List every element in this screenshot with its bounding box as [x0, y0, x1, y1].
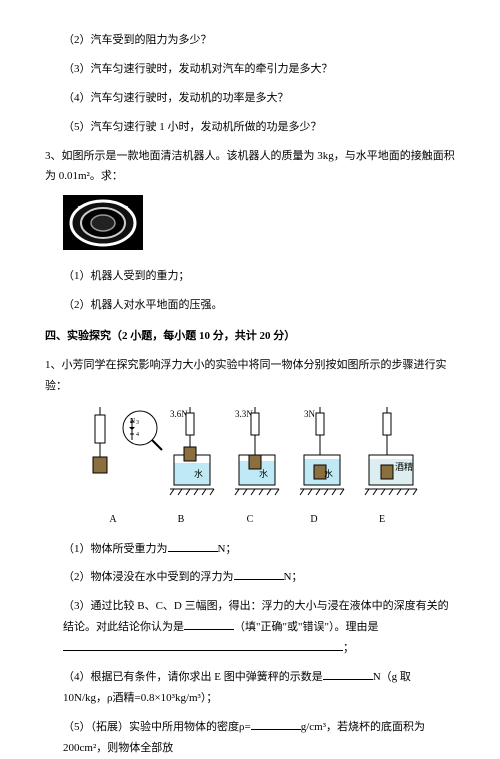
- robot-figure: [63, 195, 455, 258]
- exp1-sub5-a: （5）（拓展）实验中所用物体的密度ρ=: [63, 721, 251, 733]
- blank: [234, 568, 284, 580]
- q2-item4: （4）汽车匀速行驶时，发动机的功率是多大？: [45, 88, 455, 109]
- exp-label-b: B: [145, 510, 217, 529]
- q3-sub2: （2）机器人对水平地面的压强。: [45, 295, 455, 316]
- exp1-sub2-a: （2）物体浸没在水中受到的浮力为: [63, 571, 234, 583]
- exp1-sub1-a: （1）物体所受重力为: [63, 543, 168, 555]
- blank: [63, 639, 343, 651]
- exp1-sub4-a: （4）根据已有条件，请你求出 E 图中弹簧秤的示数是: [63, 671, 323, 683]
- exp1-sub3-c: ；: [343, 642, 354, 654]
- exp1-sub1: （1）物体所受重力为 N；: [45, 539, 455, 560]
- exp1-sub5: （5）（拓展）实验中所用物体的密度ρ=g/cm³，若烧杯的底面积为 200cm²…: [45, 717, 455, 759]
- exp1-sub3: （3）通过比较 B、C、D 三幅图，得出：浮力的大小与浸在液体中的深度有关的结论…: [45, 596, 455, 659]
- exp1-sub2: （2）物体浸没在水中受到的浮力为 N；: [45, 567, 455, 588]
- blank: [323, 668, 373, 680]
- exp-label-d: D: [283, 510, 345, 529]
- svg-text:酒精: 酒精: [395, 461, 413, 472]
- exp1-sub1-b: N；: [218, 543, 237, 555]
- svg-text:4: 4: [136, 432, 139, 438]
- exp1-sub4: （4）根据已有条件，请你求出 E 图中弹簧秤的示数是N（g 取 10N/kg，ρ…: [45, 667, 455, 709]
- q2-item2: （2）汽车受到的阻力为多少？: [45, 30, 455, 51]
- svg-text:N: N: [130, 417, 135, 425]
- q2-item3: （3）汽车匀速行驶时，发动机对汽车的牵引力是多大？: [45, 59, 455, 80]
- q2-item5: （5）汽车匀速行驶 1 小时，发动机所做的功是多少？: [45, 117, 455, 138]
- exp1-sub3-b: （填"正确"或"错误"）。理由是: [234, 621, 378, 633]
- svg-text:3N: 3N: [304, 409, 316, 419]
- svg-text:水: 水: [259, 468, 268, 479]
- exp-label-c: C: [219, 510, 281, 529]
- q3-sub1: （1）机器人受到的重力；: [45, 266, 455, 287]
- svg-text:水: 水: [324, 468, 333, 479]
- exp-label-e: E: [347, 510, 417, 529]
- blank: [251, 718, 301, 730]
- exp1-sub2-b: N；: [284, 571, 303, 583]
- exp-label-a: A: [83, 510, 143, 529]
- q3-stem: 3、如图所示是一款地面清洁机器人。该机器人的质量为 3kg，与水平地面的接触面积…: [45, 146, 455, 188]
- section4-title: 四、实验探究（2 小题，每小题 10 分，共计 20 分）: [45, 326, 455, 347]
- exp1-stem: 1、小芳同学在探究影响浮力大小的实验中将同一物体分别按如图所示的步骤进行实验：: [45, 355, 455, 397]
- blank: [184, 618, 234, 630]
- blank: [168, 540, 218, 552]
- svg-text:水: 水: [194, 468, 203, 479]
- svg-text:3: 3: [136, 420, 139, 426]
- experiment-figure: N 3 4 3.6N 水: [45, 407, 455, 529]
